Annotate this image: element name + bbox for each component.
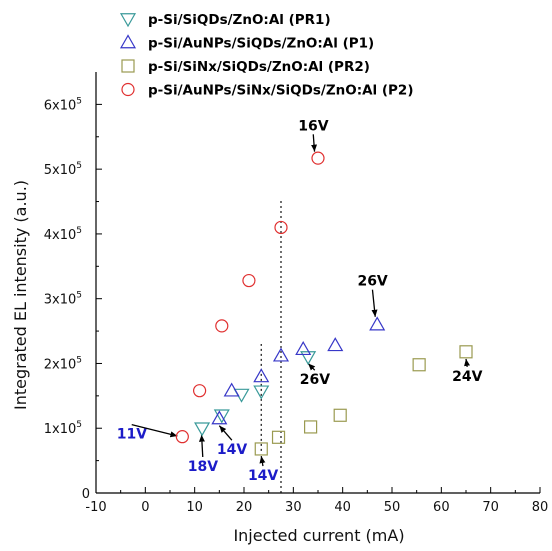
- x-tick-label: 50: [384, 500, 401, 515]
- y-tick-label: 4x105: [44, 226, 82, 243]
- data-point-series-3: [271, 430, 286, 444]
- data-point-series-3: [412, 358, 426, 372]
- data-point-series-1: [300, 351, 317, 366]
- annotation-arrow: [218, 425, 233, 441]
- annotation-arrow: [259, 455, 266, 467]
- legend-marker-3: [121, 59, 135, 73]
- x-tick-label: 80: [532, 500, 549, 515]
- y-tick-label: 5x105: [44, 161, 82, 178]
- legend: p-Si/SiQDs/ZnO:Al (PR1) p-Si/AuNPs/SiQDs/…: [119, 12, 414, 99]
- data-point-series-2: [327, 337, 344, 352]
- y-tick-label: 3x105: [44, 291, 82, 308]
- legend-marker-4: [121, 82, 135, 97]
- y-tick-label: 2x105: [44, 355, 82, 372]
- voltage-annotation: 18V: [188, 459, 218, 475]
- x-tick-label: 30: [285, 500, 302, 515]
- voltage-annotation: 14V: [217, 442, 247, 458]
- voltage-annotation: 24V: [452, 369, 482, 385]
- annotation-arrow: [198, 434, 205, 458]
- data-point-series-2: [223, 382, 240, 397]
- data-point-series-1: [213, 409, 230, 424]
- x-tick-label: -10: [85, 500, 106, 515]
- x-tick-label: 20: [236, 500, 253, 515]
- data-point-series-2: [253, 368, 270, 383]
- legend-marker-1: [119, 13, 137, 28]
- legend-label-4: p-Si/AuNPs/SiNx/SiQDs/ZnO:Al (P2): [148, 83, 414, 99]
- legend-label-1: p-Si/SiQDs/ZnO:Al (PR1): [148, 12, 331, 28]
- x-tick-label: 60: [433, 500, 450, 515]
- data-point-series-4: [193, 384, 207, 398]
- legend-label-2: p-Si/AuNPs/SiQDs/ZnO:Al (P1): [148, 36, 374, 52]
- data-point-series-4: [242, 273, 256, 288]
- data-point-series-2: [295, 341, 312, 356]
- data-point-series-1: [253, 385, 270, 400]
- annotation-arrow: [464, 358, 470, 368]
- annotation-arrow: [371, 289, 378, 317]
- annotation-arrow: [131, 423, 178, 438]
- y-tick-label: 1x105: [44, 420, 82, 437]
- data-point-series-2: [369, 316, 386, 331]
- data-point-series-1: [194, 422, 211, 437]
- legend-marker-2: [119, 34, 137, 49]
- voltage-annotation: 26V: [300, 372, 330, 388]
- voltage-annotation: 14V: [248, 468, 278, 484]
- data-point-series-3: [254, 442, 268, 456]
- voltage-annotation: 26V: [357, 274, 387, 290]
- x-tick-label: 0: [141, 500, 149, 515]
- x-tick-label: 70: [482, 500, 499, 515]
- voltage-annotation: 16V: [298, 118, 328, 134]
- data-point-series-3: [459, 345, 473, 359]
- legend-label-3: p-Si/SiNx/SiQDs/ZnO:Al (PR2): [148, 59, 370, 75]
- data-point-series-4: [215, 319, 229, 333]
- x-tick-label: 10: [186, 500, 203, 515]
- x-tick-label: 40: [334, 500, 351, 515]
- data-point-series-4: [175, 430, 189, 444]
- reference-lines: [260, 198, 282, 493]
- data-point-series-3: [304, 420, 318, 434]
- x-axis-label: Injected current (mA): [233, 526, 404, 545]
- voltage-annotation: 11V: [117, 427, 147, 443]
- data-points: [175, 151, 473, 456]
- y-axis-label: Integrated EL intensity (a.u.): [11, 180, 30, 410]
- data-point-series-3: [333, 408, 347, 422]
- data-point-series-4: [274, 220, 288, 235]
- data-point-series-4: [311, 151, 325, 165]
- annotation-arrow: [307, 363, 316, 371]
- data-point-series-2: [272, 347, 290, 362]
- data-point-series-2: [211, 410, 228, 425]
- annotation-arrow: [311, 134, 318, 152]
- axes: -10 0 10 20 30 40 50 60 70 8001x1052x1053x1054x10…: [44, 72, 549, 515]
- y-tick-label: 6x105: [44, 96, 82, 113]
- y-tick-label: 0: [82, 487, 90, 502]
